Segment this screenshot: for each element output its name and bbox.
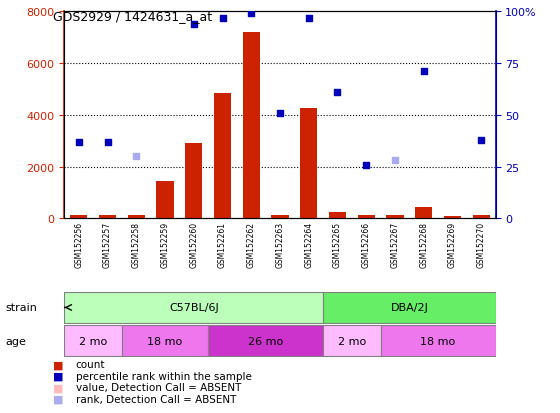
Text: age: age [6, 336, 26, 346]
Text: GSM152261: GSM152261 [218, 222, 227, 268]
Text: GSM152264: GSM152264 [304, 222, 313, 268]
Bar [99, 216, 116, 219]
Point [362, 162, 371, 169]
Bar [386, 216, 404, 219]
Bar [473, 216, 490, 219]
Text: GSM152269: GSM152269 [448, 222, 457, 268]
Text: percentile rank within the sample: percentile rank within the sample [76, 371, 251, 381]
Bar [208, 325, 323, 356]
Point [390, 158, 399, 164]
Text: GSM152270: GSM152270 [477, 222, 486, 268]
Text: 26 mo: 26 mo [248, 336, 283, 346]
Bar [300, 109, 318, 219]
Bar [272, 216, 288, 219]
Bar [415, 208, 432, 219]
Text: DBA/2J: DBA/2J [390, 303, 428, 313]
Point [103, 139, 112, 146]
Point [276, 110, 284, 117]
Text: 18 mo: 18 mo [421, 336, 456, 346]
Text: GSM152259: GSM152259 [161, 222, 170, 268]
Bar [156, 181, 174, 219]
Bar [329, 212, 346, 219]
Bar [64, 325, 122, 356]
Bar [122, 325, 208, 356]
Text: GSM152268: GSM152268 [419, 222, 428, 268]
Text: GSM152258: GSM152258 [132, 222, 141, 268]
Text: ■: ■ [53, 359, 64, 369]
Point [477, 137, 486, 144]
Point [218, 15, 227, 22]
Text: ■: ■ [53, 394, 64, 404]
Text: GSM152263: GSM152263 [276, 222, 284, 268]
Text: GSM152265: GSM152265 [333, 222, 342, 268]
Point [333, 90, 342, 96]
Text: GDS2929 / 1424631_a_at: GDS2929 / 1424631_a_at [53, 10, 212, 23]
Text: ■: ■ [53, 371, 64, 381]
Text: GSM152267: GSM152267 [390, 222, 399, 268]
Text: GSM152257: GSM152257 [103, 222, 112, 268]
Text: 18 mo: 18 mo [147, 336, 183, 346]
Bar [214, 94, 231, 219]
Text: ■: ■ [53, 382, 64, 392]
Text: C57BL/6J: C57BL/6J [169, 303, 218, 313]
Bar [358, 216, 375, 219]
Bar [444, 216, 461, 219]
Point [419, 69, 428, 76]
Bar [128, 216, 145, 219]
Bar [242, 33, 260, 219]
Text: count: count [76, 359, 105, 369]
Bar [185, 144, 202, 219]
Bar [323, 325, 381, 356]
Point [74, 139, 83, 146]
Point [132, 154, 141, 160]
Text: GSM152260: GSM152260 [189, 222, 198, 268]
Bar [64, 292, 323, 323]
Text: 2 mo: 2 mo [79, 336, 108, 346]
Text: GSM152256: GSM152256 [74, 222, 83, 268]
Text: value, Detection Call = ABSENT: value, Detection Call = ABSENT [76, 382, 241, 392]
Text: strain: strain [6, 303, 38, 313]
Bar [70, 216, 87, 219]
Text: rank, Detection Call = ABSENT: rank, Detection Call = ABSENT [76, 394, 236, 404]
Point [189, 21, 198, 28]
Point [247, 11, 256, 18]
Text: 2 mo: 2 mo [338, 336, 366, 346]
Point [304, 15, 313, 22]
Bar [381, 325, 496, 356]
Bar [323, 292, 496, 323]
Text: GSM152262: GSM152262 [247, 222, 256, 268]
Text: GSM152266: GSM152266 [362, 222, 371, 268]
